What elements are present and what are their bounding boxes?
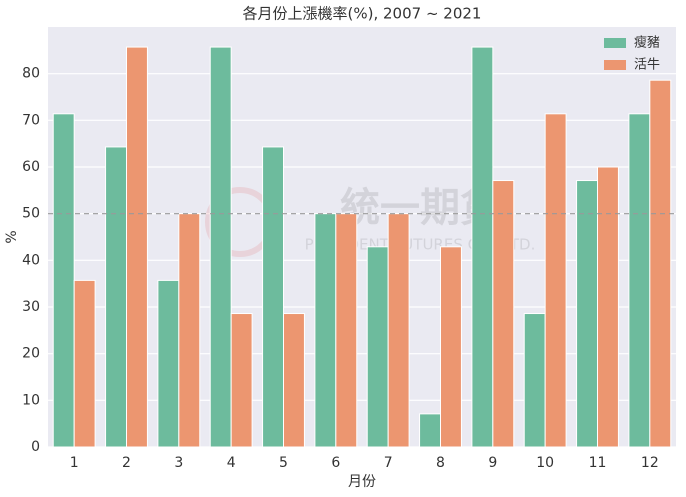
bar: [157, 279, 180, 448]
bar: [105, 146, 127, 448]
bar: [230, 313, 253, 448]
plot-area: [48, 27, 676, 447]
y-tick-label: 40: [22, 252, 40, 268]
bar: [387, 213, 410, 448]
bar: [419, 413, 442, 448]
x-tick-label: 3: [174, 455, 183, 471]
bar: [52, 113, 75, 448]
x-tick-label: 2: [122, 455, 131, 471]
bar: [366, 246, 389, 448]
x-tick-label: 5: [279, 455, 288, 471]
x-tick-label: 6: [331, 455, 340, 471]
x-tick-label: 10: [536, 455, 554, 471]
bar: [576, 180, 598, 448]
legend-swatch: [604, 38, 626, 48]
bar: [262, 146, 285, 448]
bar: [628, 113, 651, 448]
y-tick-label: 80: [22, 66, 40, 82]
bar: [649, 79, 672, 448]
x-tick-label: 7: [384, 455, 393, 471]
bar: [335, 213, 358, 448]
y-tick-label: 60: [22, 159, 40, 175]
x-tick-label: 8: [436, 455, 445, 471]
chart-title: 各月份上漲機率(%), 2007 ~ 2021: [243, 5, 482, 23]
bar: [544, 113, 567, 448]
x-tick-label: 12: [641, 455, 659, 471]
bar: [73, 279, 96, 448]
bar: [440, 246, 462, 448]
x-axis-label: 月份: [348, 474, 376, 490]
bar: [126, 46, 148, 448]
bar: [178, 213, 201, 448]
x-tick-label: 4: [227, 455, 236, 471]
x-tick-label: 1: [70, 455, 79, 471]
y-tick-label: 50: [22, 206, 40, 222]
x-tick-label: 11: [589, 455, 607, 471]
bar: [597, 166, 619, 448]
legend-swatch: [604, 60, 626, 70]
bar: [314, 213, 337, 448]
bar: [523, 313, 546, 448]
y-tick-label: 20: [22, 346, 40, 362]
y-tick-label: 30: [22, 299, 40, 315]
y-axis-label: %: [4, 230, 20, 243]
bar: [209, 46, 232, 448]
bar: [283, 313, 305, 448]
y-tick-label: 10: [22, 392, 40, 408]
legend-label: 瘦豬: [634, 35, 660, 51]
legend-label: 活牛: [634, 58, 660, 73]
bar: [492, 180, 515, 448]
y-tick-label: 0: [31, 439, 40, 455]
y-tick-label: 70: [22, 112, 40, 128]
x-tick-label: 9: [488, 455, 497, 471]
bar: [471, 46, 494, 448]
